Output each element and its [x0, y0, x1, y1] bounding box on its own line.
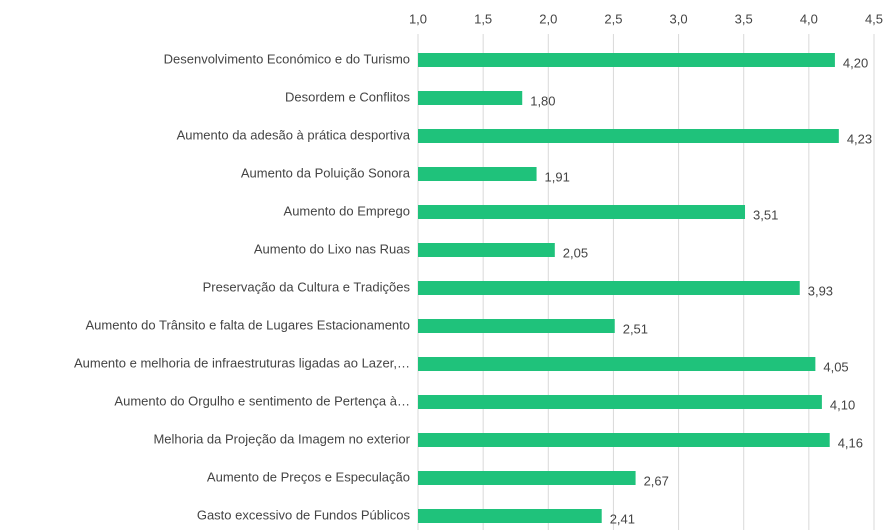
- value-label: 4,20: [843, 55, 868, 70]
- category-label: Aumento do Trânsito e falta de Lugares E…: [86, 317, 410, 332]
- bar: [418, 395, 822, 409]
- value-label: 1,80: [530, 93, 555, 108]
- bar: [418, 357, 816, 371]
- value-label: 2,41: [610, 511, 635, 526]
- value-label: 3,51: [753, 207, 778, 222]
- bar: [418, 471, 636, 485]
- bar: [418, 509, 602, 523]
- category-label: Desenvolvimento Económico e do Turismo: [164, 51, 410, 66]
- x-tick-label: 1,0: [409, 11, 427, 26]
- category-label: Aumento da Poluição Sonora: [241, 165, 411, 180]
- x-tick-label: 4,5: [865, 11, 883, 26]
- bar: [418, 281, 800, 295]
- category-label: Aumento da adesão à prática desportiva: [177, 127, 411, 142]
- bar: [418, 91, 523, 105]
- x-tick-label: 4,0: [800, 11, 818, 26]
- category-label: Desordem e Conflitos: [285, 89, 410, 104]
- category-label: Preservação da Cultura e Tradições: [203, 279, 411, 294]
- x-tick-label: 1,5: [474, 11, 492, 26]
- value-label: 4,23: [847, 131, 872, 146]
- value-label: 2,05: [563, 245, 588, 260]
- category-label: Aumento e melhoria de infraestruturas li…: [74, 355, 410, 370]
- bar: [418, 53, 835, 67]
- value-label: 4,05: [823, 359, 848, 374]
- bar: [418, 243, 555, 257]
- value-label: 2,67: [644, 473, 669, 488]
- x-tick-label: 2,5: [604, 11, 622, 26]
- value-label: 1,91: [545, 169, 570, 184]
- category-label: Aumento do Orgulho e sentimento de Perte…: [114, 393, 410, 408]
- bar: [418, 129, 839, 143]
- category-label: Aumento do Emprego: [284, 203, 410, 218]
- value-label: 3,93: [808, 283, 833, 298]
- x-tick-label: 3,5: [735, 11, 753, 26]
- value-label: 4,16: [838, 435, 863, 450]
- x-tick-label: 2,0: [539, 11, 557, 26]
- x-tick-label: 3,0: [670, 11, 688, 26]
- value-label: 2,51: [623, 321, 648, 336]
- bar: [418, 205, 746, 219]
- category-label: Aumento de Preços e Especulação: [207, 469, 410, 484]
- bar: [418, 319, 615, 333]
- bar: [418, 433, 830, 447]
- category-label: Melhoria da Projeção da Imagem no exteri…: [153, 431, 410, 446]
- bar: [418, 167, 537, 181]
- category-label: Gasto excessivo de Fundos Públicos: [197, 507, 411, 522]
- value-label: 4,10: [830, 397, 855, 412]
- category-label: Aumento do Lixo nas Ruas: [254, 241, 411, 256]
